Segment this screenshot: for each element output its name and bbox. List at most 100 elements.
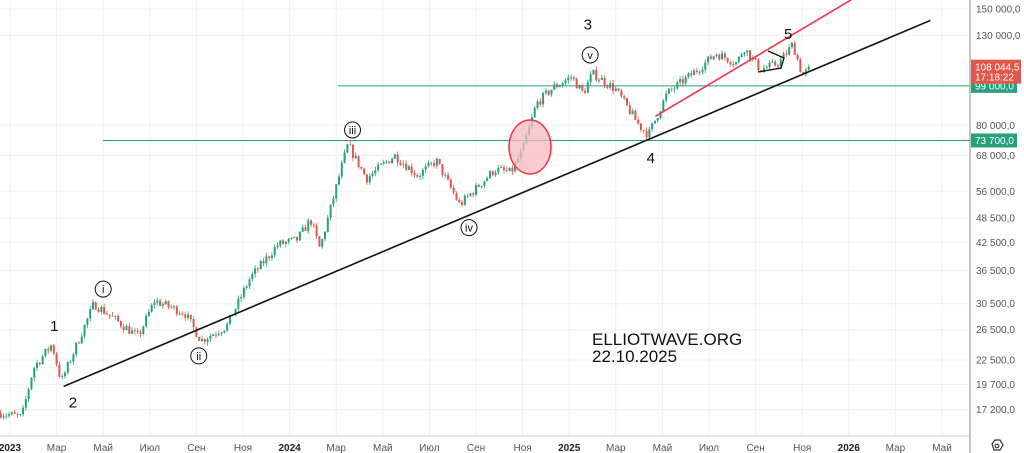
candle [399,160,402,167]
candle [97,307,100,313]
candle [279,239,282,249]
candle-body [466,195,469,197]
candle [550,89,553,97]
candle [564,78,567,85]
candle-body [337,176,340,185]
candle [491,170,494,177]
candle-body [136,330,139,333]
candle-body [125,326,128,331]
candle [536,99,539,110]
candle [388,161,391,164]
candle-body [114,316,117,317]
candle [447,171,450,181]
candle [695,67,698,75]
candle [315,223,318,239]
candle [360,166,363,170]
candle-body [100,307,103,312]
candle [312,222,315,229]
candle [407,164,410,171]
candle [108,314,111,320]
candle-body [729,62,732,65]
price-axis[interactable]: 150 000,0 130 000,0 80 000,0 68 000,0 56 000… [976,5,1021,417]
candle [508,167,511,172]
candle [265,252,268,267]
candle [156,297,159,306]
candle-body [469,193,472,197]
candle [670,87,673,92]
candle-body [771,61,774,63]
candle-body [774,61,777,66]
x-tick-label: Мар [326,443,346,453]
candle [430,161,433,167]
candle [282,239,285,245]
candle-body [33,367,36,378]
candle-body [757,59,760,71]
candle [715,53,718,58]
candle [796,53,799,61]
candle [625,97,628,106]
candle-body [287,239,290,242]
wave-label: 1 [50,318,58,335]
candle [368,173,371,186]
candle-body [564,80,567,84]
candle [357,155,360,169]
candle-body [52,345,55,354]
candle-body [220,332,223,334]
candle [290,237,293,241]
candle-body [228,315,231,324]
candle [620,88,623,99]
candle [553,81,556,91]
candle-body [670,88,673,90]
candle-body [161,304,164,306]
candle [187,311,190,321]
candle-body [441,164,444,176]
candle-body [536,101,539,109]
candle-body [491,171,494,175]
candle [136,328,139,334]
candle [612,79,615,95]
candle-body [262,260,265,264]
candle-body [178,313,181,315]
x-tick-label: 2023 [0,443,22,453]
candle-body [458,199,461,203]
settings-icon[interactable] [991,439,1004,451]
candle-body [592,69,595,75]
time-axis[interactable]: 2023 Мар Май Июл Сен Ноя 2024 Мар Май Июл Сен Ноя 20… [0,443,952,453]
candle-body [237,298,240,309]
candle-body [251,273,254,280]
candle-body [47,348,50,351]
candle [410,163,413,177]
candle-body [69,361,72,363]
candle-body [698,72,701,73]
candle [100,305,103,315]
candle-body [363,168,366,175]
candle-body [511,167,514,172]
candle-body [399,162,402,165]
candle-body [273,247,276,256]
candle-body [623,96,626,99]
candle [66,360,69,376]
candle-body [570,77,573,79]
candle-body [259,260,262,270]
candle [768,60,771,70]
candle-body [547,90,550,95]
candle [226,321,229,333]
wave-circle [190,347,208,365]
candle [203,338,206,345]
candle [161,302,164,309]
candle-body [282,240,285,244]
candle-body [609,83,612,88]
wave-label: 4 [647,150,655,167]
candle-body [732,64,735,66]
candle [477,183,480,188]
candle-body [494,172,497,175]
candle-body [391,158,394,164]
candle-body [612,83,615,91]
candle-body [329,204,332,218]
candle-body [634,110,637,120]
candle-body [371,173,374,177]
candle-body [147,311,150,316]
candle-body [298,231,301,241]
